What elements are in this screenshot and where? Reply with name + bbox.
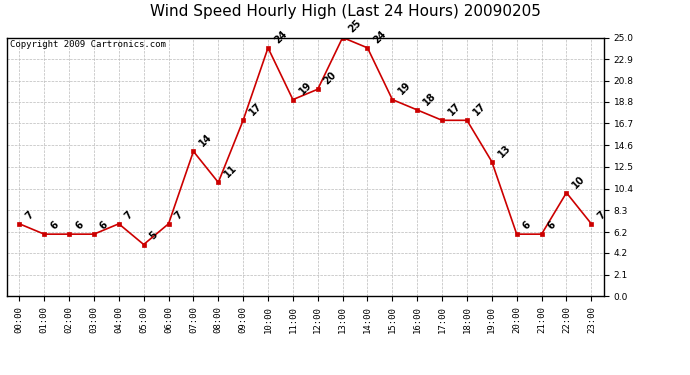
- Text: 17: 17: [471, 101, 488, 117]
- Text: 19: 19: [397, 80, 413, 97]
- Text: 6: 6: [48, 219, 60, 231]
- Text: 19: 19: [297, 80, 314, 97]
- Text: 7: 7: [172, 209, 184, 221]
- Text: Wind Speed Hourly High (Last 24 Hours) 20090205: Wind Speed Hourly High (Last 24 Hours) 2…: [150, 4, 540, 19]
- Text: 20: 20: [322, 70, 339, 87]
- Text: 14: 14: [197, 132, 214, 148]
- Text: 6: 6: [98, 219, 110, 231]
- Text: 7: 7: [123, 209, 135, 221]
- Text: 6: 6: [521, 219, 533, 231]
- Text: 24: 24: [272, 28, 289, 45]
- Text: 24: 24: [372, 28, 388, 45]
- Text: 10: 10: [571, 173, 587, 190]
- Text: 11: 11: [222, 163, 239, 180]
- Text: Copyright 2009 Cartronics.com: Copyright 2009 Cartronics.com: [10, 40, 166, 49]
- Text: 13: 13: [496, 142, 513, 159]
- Text: 5: 5: [148, 230, 159, 242]
- Text: 6: 6: [73, 219, 85, 231]
- Text: 17: 17: [247, 101, 264, 117]
- Text: 7: 7: [595, 209, 607, 221]
- Text: 6: 6: [546, 219, 558, 231]
- Text: 17: 17: [446, 101, 463, 117]
- Text: 7: 7: [23, 209, 35, 221]
- Text: 18: 18: [422, 90, 438, 107]
- Text: 25: 25: [347, 18, 364, 35]
